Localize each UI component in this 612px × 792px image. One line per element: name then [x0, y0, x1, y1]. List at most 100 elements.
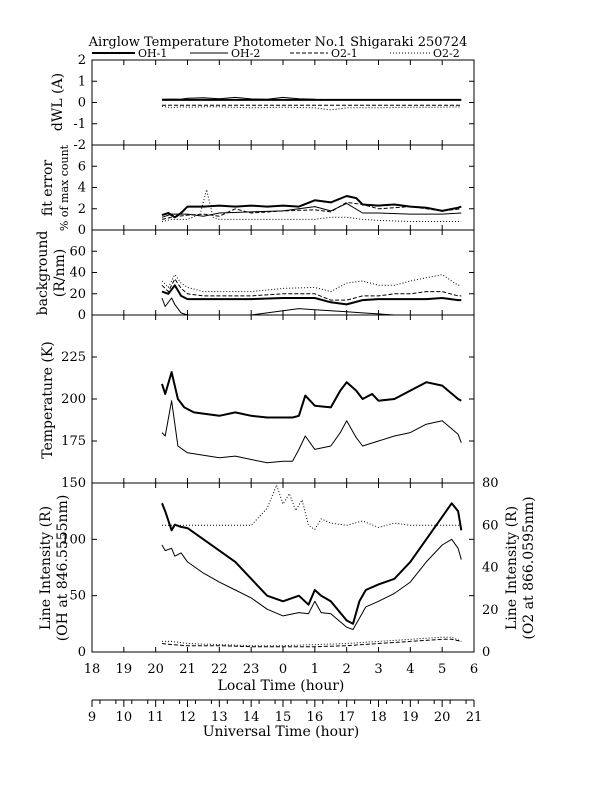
panel-line-intensity-y2ticks: 0 20 40 60 80: [482, 476, 499, 660]
universal-time-tick-label: 10: [116, 710, 133, 725]
panel-dwl-series-o2-2: [161, 105, 462, 111]
local-time-tick-label: 21: [179, 662, 196, 677]
panel-background-series-oh-1: [161, 284, 462, 306]
universal-time-ticks: 9 10 11 12 13 14 15 16 17 18 19 20 21: [88, 700, 482, 725]
panel-fit-error-series: [161, 189, 462, 222]
universal-time-axis: 9 10 11 12 13 14 15 16 17 18 19 20 21 Universal Time…: [88, 699, 482, 740]
panel-line-intensity-y2label-2: (O2 at 866.0595nm): [521, 496, 537, 639]
panel-dwl: -2 -1 0 1 2 dWL (A): [50, 53, 475, 153]
panel-temperature-series-oh-1: [161, 371, 462, 419]
universal-time-tick-label: 13: [211, 710, 228, 725]
universal-time-tick-label: 17: [338, 710, 355, 725]
panel-dwl-ylabel: dWL (A): [50, 73, 66, 131]
panel-fit-error-yticks: 0 2 4 6: [78, 159, 474, 238]
universal-time-axis-label: Universal Time (hour): [203, 724, 360, 740]
panel-line-intensity-series-oh-2: [161, 538, 462, 630]
local-time-axis-label: Local Time (hour): [218, 678, 345, 694]
panel-fit-error: 0 2 4 6 fit error % of max count: [40, 144, 475, 238]
panel-line-intensity-y2tick-label: 0: [482, 645, 490, 660]
panel-temperature-ytick-label: 200: [61, 392, 86, 407]
panel-line-intensity-yticks: 0 50 100 150: [61, 476, 474, 660]
panel-line-intensity-series-oh-1: [161, 502, 463, 625]
legend-label-oh-2: OH-2: [231, 47, 260, 60]
panel-line-intensity-frame: [91, 482, 475, 653]
panel-background-series-o2-1: [161, 278, 462, 301]
legend-label-oh-1: OH-1: [138, 47, 167, 60]
panel-dwl-ytick-label: -1: [73, 117, 86, 132]
universal-time-tick-label: 18: [370, 710, 387, 725]
local-time-tick-label: 0: [279, 662, 287, 677]
panel-dwl-frame: [91, 59, 475, 146]
local-time-tick-label: 19: [116, 662, 133, 677]
panel-temperature: 175 200 225 Temperature (K): [40, 314, 475, 484]
panel-temperature-ylabel: Temperature (K): [40, 341, 56, 459]
universal-time-tick-label: 19: [402, 710, 419, 725]
panel-dwl-yticks: -2 -1 0 1 2: [73, 53, 474, 153]
panel-background-series-o2-2: [161, 274, 462, 293]
panel-line-intensity-ytick-label: 150: [61, 476, 86, 491]
panel-line-intensity-y2tick-label: 60: [482, 518, 499, 533]
panel-background-frame: [91, 229, 475, 316]
panel-fit-error-ytick-label: 6: [78, 159, 86, 174]
panel-dwl-ytick-label: -2: [73, 138, 86, 153]
panel-dwl-series-oh-2: [161, 96, 322, 101]
panel-background-ylabel-2: (R/nm): [52, 249, 68, 297]
universal-time-tick-label: 16: [307, 710, 324, 725]
universal-time-tick-label: 20: [434, 710, 451, 725]
panel-background-ylabel-1: background: [35, 231, 51, 316]
panel-dwl-series: [161, 96, 462, 111]
panel-line-intensity-ylabel-2: (OH at 846.5555nm): [55, 495, 71, 642]
panel-temperature-ytick-label: 225: [61, 350, 86, 365]
local-time-tick-label: 23: [243, 662, 260, 677]
universal-time-tick-label: 14: [243, 710, 260, 725]
panel-dwl-ytick-label: 0: [78, 96, 86, 111]
panel-line-intensity-series-o2-1: [161, 638, 462, 648]
panel-line-intensity-ylabel-1: Line Intensity (R): [38, 506, 54, 630]
panel-dwl-ytick-label: 1: [78, 74, 86, 89]
chart-title: Airglow Temperature Photometer No.1 Shig…: [88, 35, 468, 50]
panel-background-ytick-label: 0: [78, 308, 86, 323]
local-time-tick-label: 2: [343, 662, 351, 677]
panel-line-intensity-y2tick-label: 20: [482, 603, 499, 618]
panel-background: 0 20 40 60 background (R/nm): [35, 229, 475, 323]
panel-background-ytick-label: 60: [69, 244, 86, 259]
local-time-axis: 18 19 20 21 22 23 0 1 2 3 4 5 6 Local Time (hour): [84, 60, 478, 694]
local-time-tick-label: 3: [374, 662, 382, 677]
panel-background-ytick-label: 40: [69, 266, 86, 281]
local-time-ticks: 18 19 20 21 22 23 0 1 2 3 4 5 6: [84, 60, 478, 677]
panel-line-intensity-ytick-label: 0: [78, 645, 86, 660]
panel-line-intensity: 0 50 100 150 0 20 40 60 80 Line Intensity (R) (…: [38, 476, 537, 660]
panel-background-ytick-label: 20: [69, 287, 86, 302]
panel-temperature-yticks: 175 200 225: [61, 350, 474, 449]
panel-line-intensity-ytick-label: 50: [69, 589, 86, 604]
panel-line-intensity-series: [161, 484, 463, 648]
panel-fit-error-ytick-label: 2: [78, 202, 86, 217]
local-time-tick-label: 20: [147, 662, 164, 677]
panel-fit-error-series-o2-1: [161, 201, 462, 220]
panel-temperature-series: [161, 371, 462, 464]
local-time-tick-label: 18: [84, 662, 101, 677]
universal-time-tick-label: 15: [275, 710, 292, 725]
universal-time-tick-label: 21: [466, 710, 483, 725]
local-time-tick-label: 1: [311, 662, 319, 677]
panel-fit-error-ytick-label: 4: [78, 181, 86, 196]
universal-time-tick-label: 12: [179, 710, 196, 725]
panel-fit-error-ytick-label: 0: [78, 223, 86, 238]
panel-fit-error-ylabel-2: % of max count: [58, 144, 71, 231]
panel-fit-error-ylabel-1: fit error: [40, 160, 56, 217]
panel-line-intensity-series-o2-2: [162, 484, 462, 530]
panel-line-intensity-y2tick-label: 40: [482, 561, 499, 576]
panel-line-intensity-y2label-1: Line Intensity (R): [504, 506, 520, 630]
local-time-tick-label: 4: [406, 662, 414, 677]
legend: OH-1 OH-2 O2-1 O2-2: [92, 47, 460, 60]
local-time-tick-label: 22: [211, 662, 228, 677]
panel-temperature-series-oh-2: [161, 400, 462, 464]
panel-background-series-oh-2: [161, 297, 462, 316]
legend-label-o2-1: O2-1: [331, 47, 358, 60]
universal-time-tick-label: 11: [147, 710, 164, 725]
local-time-tick-label: 5: [438, 662, 446, 677]
legend-label-o2-2: O2-2: [433, 47, 460, 60]
panel-line-intensity-y2tick-label: 80: [482, 476, 499, 491]
panel-fit-error-series-oh-1: [161, 195, 462, 219]
